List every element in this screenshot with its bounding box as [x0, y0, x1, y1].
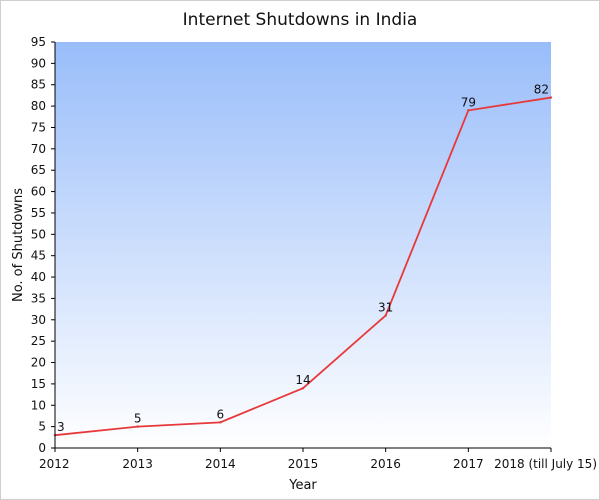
y-tick-label: 50: [31, 227, 46, 241]
x-tick-label: 2018 (till July 15): [494, 457, 597, 471]
y-tick-label: 70: [31, 142, 46, 156]
y-tick-label: 40: [31, 270, 46, 284]
y-axis: 0 5 10 15 20 25 30 35 40 45 50 55 60 65 70 75 80 85 90 95: [31, 35, 55, 455]
y-tick-label: 55: [31, 206, 46, 220]
x-axis: 2012 2013 2014 2015 2016 2017 2018 (till July …: [39, 448, 597, 471]
y-axis-title: No. of Shutdowns: [11, 188, 26, 302]
x-tick-label: 2015: [288, 457, 319, 471]
y-tick-label: 85: [31, 78, 46, 92]
chart-title: Internet Shutdowns in India: [183, 10, 418, 30]
data-point: [467, 109, 470, 112]
y-tick-label: 5: [38, 420, 46, 434]
x-tick-label: 2017: [453, 457, 484, 471]
data-point: [301, 386, 305, 390]
data-labels: 3 5 6 14 31 79 82: [57, 83, 549, 435]
data-label: 3: [57, 420, 65, 434]
x-tick-label: 2013: [122, 457, 153, 471]
y-tick-label: 95: [31, 35, 46, 49]
x-tick-label: 2014: [205, 457, 236, 471]
y-tick-label: 60: [31, 185, 46, 199]
data-point: [219, 421, 222, 424]
y-tick-label: 80: [31, 99, 46, 113]
data-label: 6: [217, 407, 225, 421]
y-tick-label: 45: [31, 249, 46, 263]
y-tick-label: 10: [31, 398, 46, 412]
y-tick-label: 0: [38, 441, 46, 455]
data-point: [136, 425, 139, 428]
data-label: 79: [461, 95, 476, 109]
y-tick-label: 75: [31, 120, 46, 134]
y-tick-label: 35: [31, 291, 46, 305]
data-label: 82: [534, 83, 549, 97]
y-tick-label: 15: [31, 377, 46, 391]
y-tick-label: 25: [31, 334, 46, 348]
data-label: 5: [134, 412, 142, 426]
y-tick-label: 90: [31, 56, 46, 70]
x-tick-label: 2016: [370, 457, 401, 471]
y-tick-label: 30: [31, 313, 46, 327]
data-point: [549, 96, 553, 99]
x-axis-title: Year: [288, 478, 317, 493]
y-tick-label: 20: [31, 356, 46, 370]
series-group: [53, 96, 553, 437]
y-tick-label: 65: [31, 163, 46, 177]
data-point: [384, 314, 387, 317]
data-label: 14: [295, 373, 310, 387]
x-tick-label: 2012: [39, 457, 70, 471]
data-label: 31: [378, 301, 393, 315]
